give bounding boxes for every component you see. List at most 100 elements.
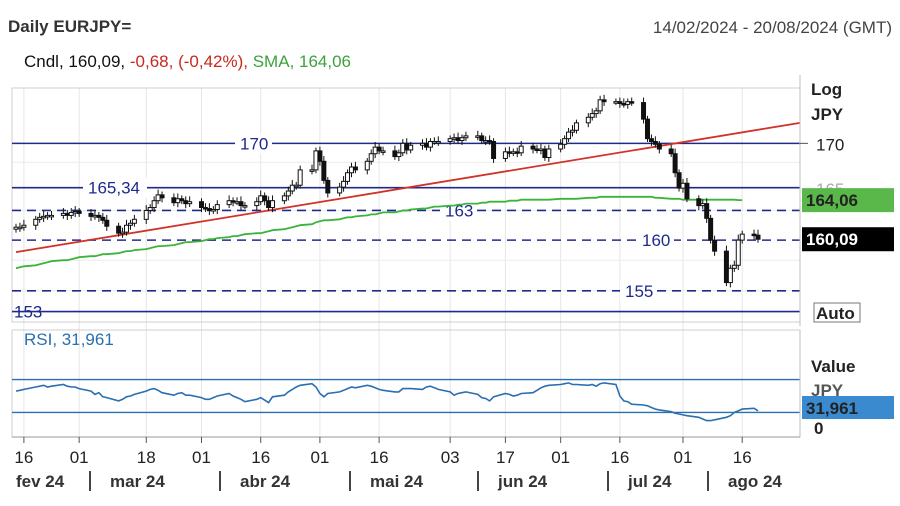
candle-down — [262, 195, 268, 202]
date-range: 14/02/2024 - 20/08/2024 (GMT) — [652, 18, 892, 37]
candle-up — [731, 264, 737, 269]
time-tick-label: 03 — [441, 448, 460, 467]
time-tick-label: 01 — [310, 448, 329, 467]
sma-value: 164,06 — [299, 52, 352, 71]
candle-down — [317, 150, 323, 162]
candle-up — [431, 140, 437, 144]
candle-up — [566, 131, 572, 140]
candle-down — [641, 102, 647, 120]
candle-down — [534, 148, 540, 152]
candle-up — [680, 182, 686, 189]
candle-up — [151, 200, 157, 209]
candle-down — [629, 101, 635, 104]
level-label-155: 155 — [625, 282, 653, 301]
rsi-line — [15, 382, 759, 422]
sma-label: SMA — [252, 52, 290, 71]
candle-up — [345, 172, 351, 182]
candle-up — [68, 211, 74, 216]
candle-up — [17, 226, 23, 230]
candle-down — [676, 172, 682, 189]
candle-down — [202, 207, 208, 210]
candle-down — [455, 137, 461, 142]
candle-up — [597, 99, 603, 112]
candle-down — [321, 160, 327, 181]
price-legend: Cndl, 160,09, -0,68, (-0,42%), SMA, 164,… — [24, 52, 352, 71]
sma-tag — [802, 188, 894, 213]
candle-up — [364, 160, 370, 171]
auto-button[interactable] — [813, 302, 861, 323]
candle-down — [183, 200, 189, 205]
month-label: jul 24 — [627, 472, 672, 491]
candle-up — [510, 151, 516, 154]
candle-up — [589, 113, 595, 118]
candle-down — [325, 179, 331, 194]
level-label-165,34: 165,34 — [88, 179, 140, 198]
candle-down — [376, 146, 382, 152]
level-label-bg — [235, 133, 272, 154]
time-axis: 16 01 18 01 16 01 16 03 17 01 16 01 16 fev 24 mar 24 ab… — [12, 436, 800, 491]
candle-up — [451, 137, 457, 140]
price-panel-frame — [11, 87, 801, 323]
candle-up — [258, 195, 264, 203]
month-label: abr 24 — [240, 472, 291, 491]
sma-line — [15, 195, 743, 270]
candle-up — [234, 201, 240, 204]
candle-up — [502, 151, 508, 159]
time-tick-label: 01 — [70, 448, 89, 467]
level-label-153: 153 — [14, 303, 42, 322]
candle-down — [199, 201, 204, 209]
time-tick-label: 18 — [137, 448, 156, 467]
candle-up — [573, 122, 579, 131]
last-price-tag-text: 160,09 — [806, 230, 858, 249]
candle-down — [266, 200, 272, 209]
candle-up — [254, 201, 260, 207]
candle-up — [313, 150, 319, 171]
price-change-pct: (-0,42%) — [178, 52, 244, 71]
candle-up — [463, 135, 469, 139]
candle-down — [206, 208, 212, 211]
candle-up — [558, 143, 564, 150]
candle-down — [530, 145, 536, 150]
candle-down — [601, 99, 607, 103]
candle-down — [621, 102, 627, 106]
candle-up — [21, 224, 27, 228]
trendline-line — [15, 121, 801, 254]
candle-down — [648, 138, 654, 142]
sma-tag-text: 164,06 — [806, 191, 858, 210]
candle-up — [625, 101, 631, 105]
candle-down — [751, 233, 757, 237]
rsi-value-tag-text: 31,961 — [806, 399, 858, 418]
candle-up — [210, 208, 216, 212]
candle-up — [45, 214, 51, 218]
trendline — [15, 121, 801, 254]
candle-up — [293, 184, 299, 188]
candle-down — [652, 140, 658, 145]
candle-up — [546, 148, 552, 159]
candle-up — [562, 138, 568, 145]
candle-up — [570, 129, 575, 133]
level-label-170: 170 — [240, 134, 268, 153]
candle-down — [76, 210, 82, 214]
rsi-axis-label-value: Value — [811, 357, 855, 376]
candle-down — [88, 212, 94, 217]
candle-down — [514, 151, 520, 154]
candle-down — [238, 201, 244, 207]
candle-up — [120, 231, 126, 235]
time-tick-label: 16 — [251, 448, 270, 467]
candle-down — [487, 140, 493, 143]
month-label: mai 24 — [370, 472, 423, 491]
level-label-bg — [637, 230, 674, 251]
candle-up — [459, 137, 465, 142]
candle-up — [435, 140, 441, 144]
candle-up — [518, 145, 524, 154]
rsi-axis-label-unit: JPY — [811, 381, 844, 400]
candle-up — [585, 116, 591, 124]
candle-up — [380, 150, 386, 153]
candle-up — [226, 200, 232, 206]
candle-up — [475, 135, 481, 138]
candle-up — [348, 166, 354, 174]
candle-down — [491, 140, 497, 159]
candle-up — [33, 218, 39, 226]
candle-down — [159, 194, 165, 199]
